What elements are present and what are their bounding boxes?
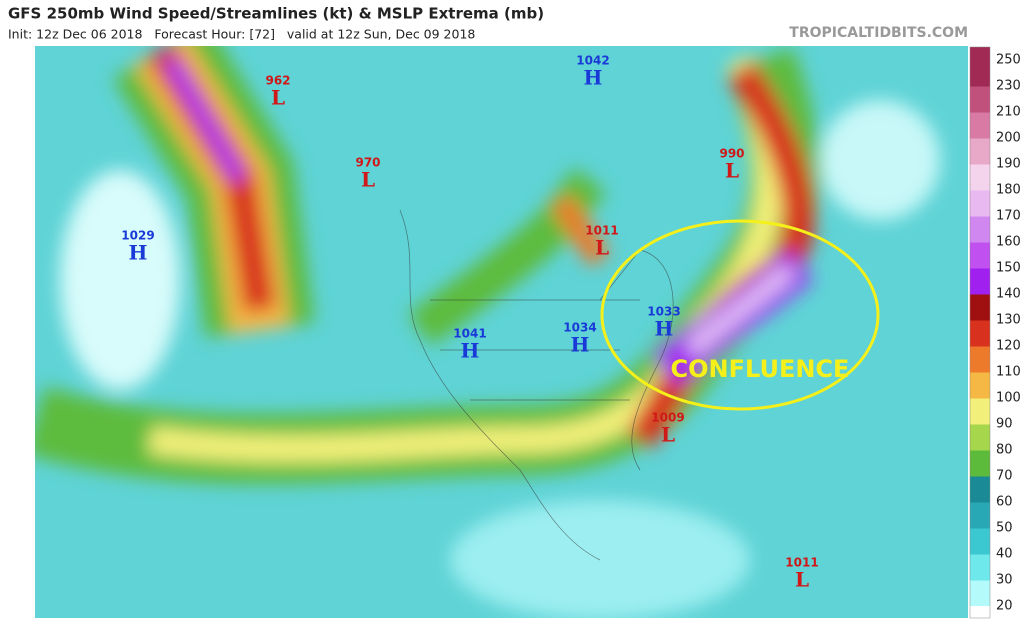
source: TROPICALTIDBITS.COM	[789, 25, 968, 41]
colorbar-segment	[970, 60, 990, 87]
colorbar-segment	[970, 86, 990, 113]
colorbar-segment	[970, 320, 990, 347]
center-value: 1034	[563, 321, 596, 335]
colorbar-tick-label: 170	[996, 209, 1021, 224]
center-value: 1011	[785, 556, 818, 570]
center-value: 1033	[647, 305, 680, 319]
colorbar-tick-label: 80	[996, 443, 1013, 458]
colorbar-tick-label: 190	[996, 157, 1021, 172]
colorbar-tick-label: 50	[996, 521, 1013, 536]
colorbar-tick-label: 60	[996, 495, 1013, 510]
center-type: L	[271, 86, 285, 110]
center-value: 1042	[576, 54, 609, 68]
colorbar-tick-label: 160	[996, 235, 1021, 250]
colorbar-tick-label: 70	[996, 469, 1013, 484]
colorbar-tick-label: 30	[996, 573, 1013, 588]
colorbar-tick-label: 180	[996, 183, 1021, 198]
confluence-circle	[600, 219, 880, 411]
center-value: 1029	[121, 229, 154, 243]
center-type: H	[129, 241, 148, 265]
colorbar-frame	[969, 46, 991, 619]
colorbar-segment	[970, 268, 990, 295]
center-type: H	[655, 317, 674, 341]
colorbar-tick-label: 200	[996, 131, 1021, 146]
annotation: CONFLUENCE	[671, 355, 850, 383]
subtitle: Init: 12z Dec 06 2018 Forecast Hour: [72…	[8, 27, 475, 42]
center-type: L	[725, 159, 739, 183]
colorbar-segment	[970, 346, 990, 373]
colorbar-segment	[970, 554, 990, 581]
center-value: 1009	[651, 411, 684, 425]
colorbar-tick-label: 250	[996, 53, 1021, 68]
colorbar-tick-label: 130	[996, 313, 1021, 328]
center-type: L	[361, 168, 375, 192]
colorbar-tick-label: 40	[996, 547, 1013, 562]
colorbar-tick-label: 90	[996, 417, 1013, 432]
center-value: 990	[719, 147, 744, 161]
colorbar-segment	[970, 476, 990, 503]
colorbar-segment	[970, 580, 990, 607]
colorbar-tick-label: 230	[996, 79, 1021, 94]
colorbar-segment	[970, 242, 990, 269]
colorbar-tick-label: 110	[996, 365, 1021, 380]
pressure-centers: 962L970L1029H1042H990L1011L1041H1034H103…	[121, 54, 818, 592]
colorbar-segment	[970, 372, 990, 399]
colorbar-tick-label: 210	[996, 105, 1021, 120]
center-value: 1011	[585, 224, 618, 238]
center-type: L	[595, 236, 609, 260]
title: GFS 250mb Wind Speed/Streamlines (kt) & …	[8, 5, 544, 23]
colorbar-segment	[970, 294, 990, 321]
colorbar-tick-label: 100	[996, 391, 1021, 406]
map	[35, 46, 968, 618]
colorbar-end	[970, 606, 990, 618]
center-value: 1041	[453, 327, 486, 341]
colorbar-tick-label: 140	[996, 287, 1021, 302]
center-type: L	[661, 423, 675, 447]
center-type: H	[571, 333, 590, 357]
colorbar-tick-label: 120	[996, 339, 1021, 354]
colorbar-segment	[970, 424, 990, 451]
center-value: 970	[355, 156, 380, 170]
center-type: H	[584, 66, 603, 90]
center-value: 962	[265, 74, 290, 88]
colorbar-tick-label: 20	[996, 599, 1013, 614]
colorbar-segment	[970, 138, 990, 165]
center-type: H	[461, 339, 480, 363]
colorbar-segment	[970, 112, 990, 139]
colorbar-segment	[970, 450, 990, 477]
colorbar-tick-label: 150	[996, 261, 1021, 276]
center-type: L	[795, 568, 809, 592]
colorbar: 20 30 40 50 60 70 80 90 100 110 120 130 140 150 160 170…	[969, 46, 1021, 619]
colorbar-segment	[970, 190, 990, 217]
colorbar-segment	[970, 164, 990, 191]
colorbar-segment	[970, 216, 990, 243]
colorbar-end	[970, 47, 990, 60]
colorbar-segment	[970, 398, 990, 425]
colorbar-segment	[970, 528, 990, 555]
colorbar-segment	[970, 502, 990, 529]
